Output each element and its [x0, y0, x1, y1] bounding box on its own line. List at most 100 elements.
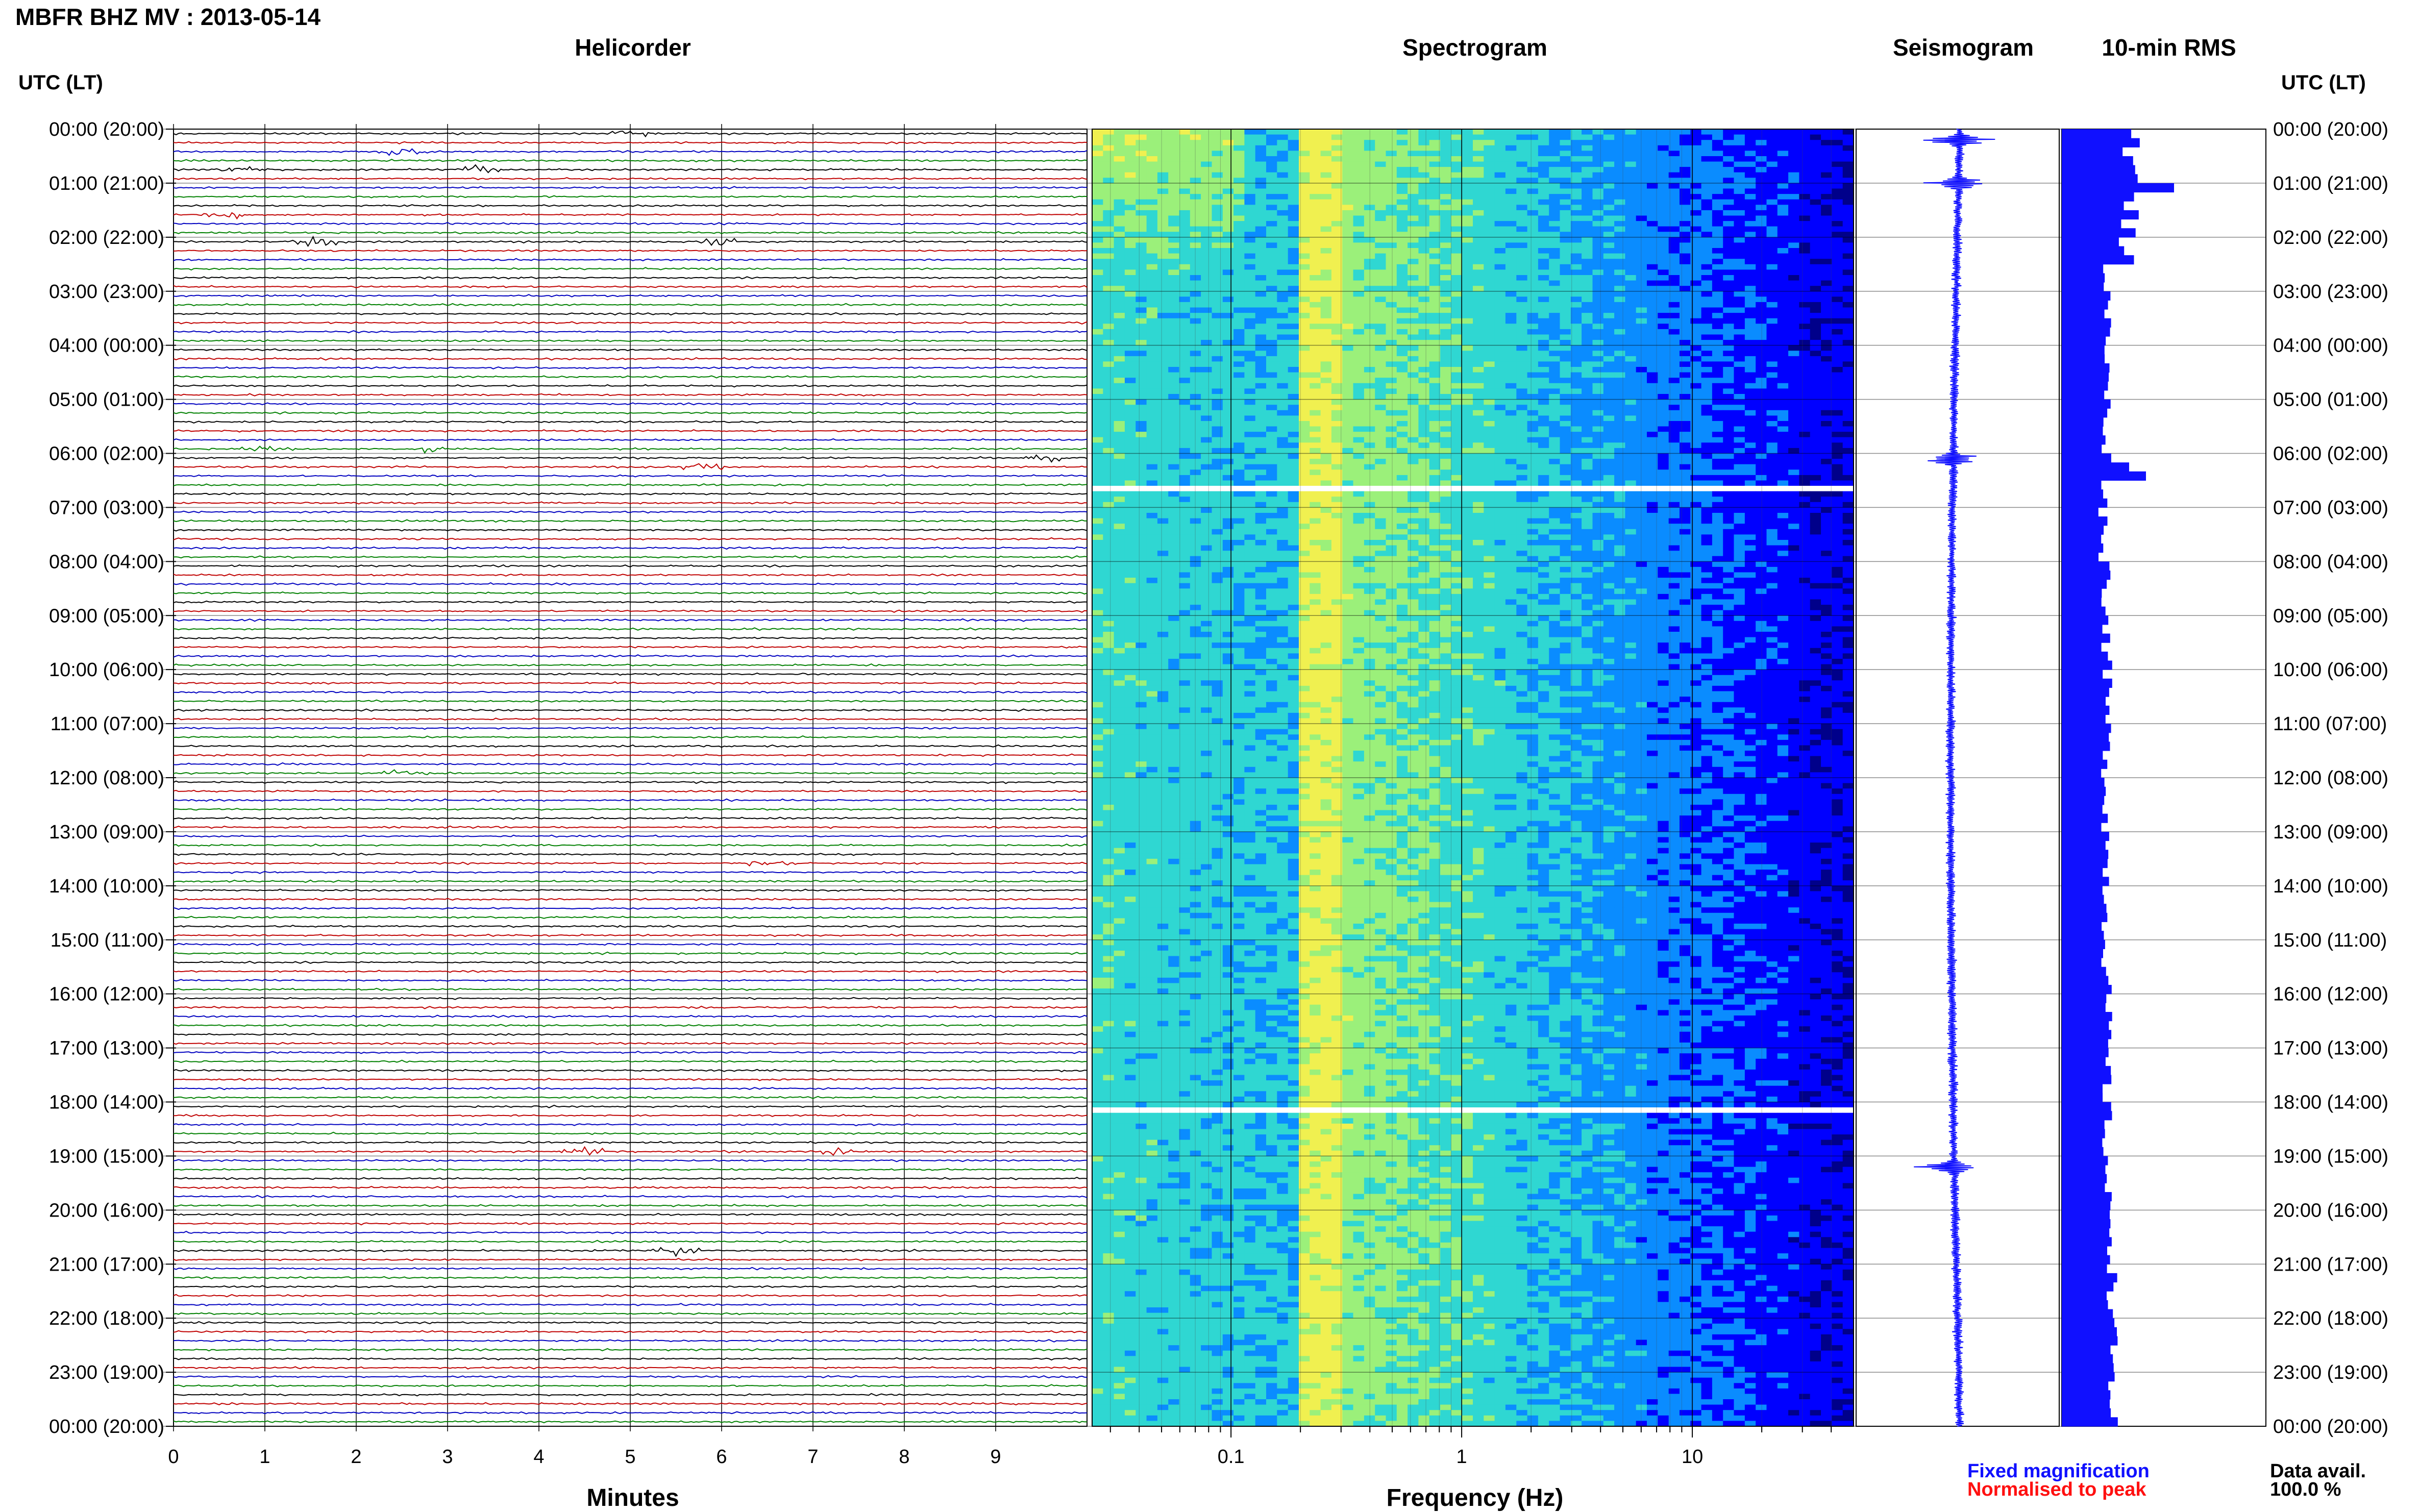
- spectrogram-cell: [1277, 161, 1289, 167]
- spectrogram-cell: [1766, 318, 1778, 324]
- spectrogram-cell: [1473, 237, 1484, 243]
- spectrogram-cell: [1756, 248, 1767, 254]
- spectrogram-cell: [1462, 453, 1473, 459]
- spectrogram-cell: [1451, 291, 1463, 297]
- spectrogram-cell: [1527, 486, 1539, 492]
- spectrogram-cell: [1320, 399, 1332, 405]
- spectrogram-cell: [1277, 188, 1289, 194]
- spectrogram-cell: [1647, 129, 1658, 135]
- spectrogram-cell: [1788, 215, 1799, 221]
- spectrogram-cell: [1712, 302, 1723, 308]
- spectrogram-cell: [1124, 405, 1136, 411]
- spectrogram-cell: [1712, 388, 1723, 394]
- spectrogram-cell: [1603, 421, 1615, 427]
- spectrogram-cell: [1288, 329, 1299, 335]
- spectrogram-cell: [1288, 367, 1299, 373]
- spectrogram-cell: [1440, 248, 1451, 254]
- spectrogram-cell: [1201, 426, 1212, 432]
- helicorder-trace: [173, 933, 1088, 937]
- spectrogram-cell: [1429, 480, 1441, 486]
- spectrogram-cell: [1734, 318, 1745, 324]
- spectrogram-cell: [1473, 475, 1484, 481]
- spectrogram-cell: [1190, 129, 1201, 135]
- spectrogram-cell: [1570, 351, 1582, 357]
- spectrogram-cell: [1614, 242, 1625, 249]
- spectrogram-cell: [1625, 286, 1637, 292]
- spectrogram-cell: [1418, 161, 1430, 167]
- spectrogram-cell: [1690, 221, 1702, 227]
- spectrogram-cell: [1538, 340, 1549, 346]
- spectrogram-cell: [1647, 145, 1658, 151]
- spectrogram-cell: [1418, 188, 1430, 194]
- spectrogram-cell: [1222, 307, 1234, 313]
- spectrogram-cell: [1451, 313, 1463, 319]
- spectrogram-cell: [1603, 459, 1615, 465]
- spectrogram-cell: [1842, 302, 1854, 308]
- spectrogram-cell: [1701, 226, 1713, 232]
- spectrogram-cell: [1168, 145, 1180, 151]
- spectrogram-cell: [1396, 199, 1408, 205]
- spectrogram-cell: [1233, 340, 1245, 346]
- spectrogram-cell: [1201, 372, 1212, 378]
- spectrogram-cell: [1473, 286, 1484, 292]
- spectrogram-cell: [1842, 388, 1854, 394]
- helicorder-trace: [173, 627, 1088, 631]
- spectrogram-cell: [1799, 221, 1811, 227]
- spectrogram-cell: [1777, 221, 1789, 227]
- spectrogram-cell: [1744, 334, 1756, 340]
- spectrogram-cell: [1146, 291, 1158, 297]
- spectrogram-cell: [1494, 356, 1506, 362]
- spectrogram-cell: [1832, 459, 1843, 465]
- helicorder-trace: [173, 1303, 1088, 1306]
- spectrogram-cell: [1560, 318, 1571, 324]
- spectrogram-cell: [1690, 302, 1702, 308]
- spectrogram-cell: [1429, 156, 1441, 162]
- helicorder-tick-label: 8: [899, 1446, 909, 1468]
- spectrogram-cell: [1103, 486, 1115, 492]
- spectrogram-cell: [1810, 232, 1821, 238]
- spectrogram-cell: [1636, 469, 1647, 476]
- spectrogram-cell: [1821, 313, 1832, 319]
- spectrogram-cell: [1668, 221, 1680, 227]
- spectrogram-cell: [1680, 172, 1691, 178]
- spectrogram-cell: [1146, 453, 1158, 459]
- spectrogram-cell: [1386, 318, 1397, 324]
- spectrogram-cell: [1136, 215, 1147, 221]
- spectrogram-cell: [1701, 275, 1713, 281]
- spectrogram-cell: [1418, 372, 1430, 378]
- spectrogram-cell: [1788, 480, 1799, 486]
- spectrogram-cell: [1190, 253, 1201, 259]
- spectrogram-cell: [1723, 426, 1735, 432]
- spectrogram-cell: [1244, 432, 1256, 438]
- spectrogram-cell: [1212, 415, 1223, 422]
- helicorder-trace: [173, 321, 1088, 325]
- spectrogram-cell: [1538, 378, 1549, 384]
- spectrogram-cell: [1462, 183, 1473, 189]
- spectrogram-cell: [1810, 259, 1821, 265]
- spectrogram-cell: [1451, 415, 1463, 422]
- spectrogram-cell: [1440, 432, 1451, 438]
- spectrogram-cell: [1396, 415, 1408, 422]
- spectrogram-cell: [1233, 134, 1245, 140]
- spectrogram-cell: [1603, 242, 1615, 249]
- spectrogram-cell: [1233, 140, 1245, 146]
- spectrogram-cell: [1408, 394, 1419, 400]
- spectrogram-cell: [1114, 480, 1125, 486]
- spectrogram-cell: [1832, 469, 1843, 476]
- spectrogram-cell: [1734, 399, 1745, 405]
- spectrogram-cell: [1103, 269, 1115, 276]
- spectrogram-cell: [1712, 367, 1723, 373]
- spectrogram-cell: [1625, 156, 1637, 162]
- spectrogram-cell: [1636, 426, 1647, 432]
- spectrogram-cell: [1277, 340, 1289, 346]
- spectrogram-cell: [1516, 351, 1528, 357]
- spectrogram-cell: [1756, 334, 1767, 340]
- spectrogram-cell: [1734, 459, 1745, 465]
- spectrogram-cell: [1527, 199, 1539, 205]
- spectrogram-cell: [1146, 491, 1158, 497]
- helicorder-trace: [173, 861, 1088, 867]
- spectrogram-cell: [1331, 178, 1343, 184]
- spectrogram-cell: [1701, 453, 1713, 459]
- spectrogram-cell: [1190, 259, 1201, 265]
- spectrogram-cell: [1560, 410, 1571, 416]
